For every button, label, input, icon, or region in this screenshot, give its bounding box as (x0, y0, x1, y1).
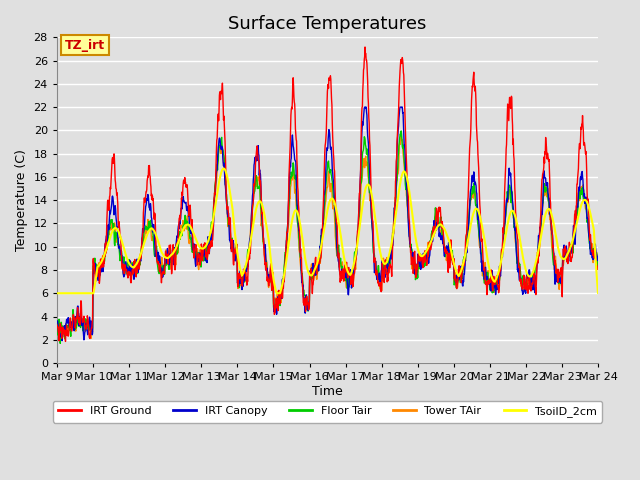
Title: Surface Temperatures: Surface Temperatures (228, 15, 427, 33)
Text: TZ_irt: TZ_irt (65, 39, 105, 52)
Legend: IRT Ground, IRT Canopy, Floor Tair, Tower TAir, TsoilD_2cm: IRT Ground, IRT Canopy, Floor Tair, Towe… (53, 401, 602, 422)
Y-axis label: Temperature (C): Temperature (C) (15, 149, 28, 251)
X-axis label: Time: Time (312, 385, 343, 398)
